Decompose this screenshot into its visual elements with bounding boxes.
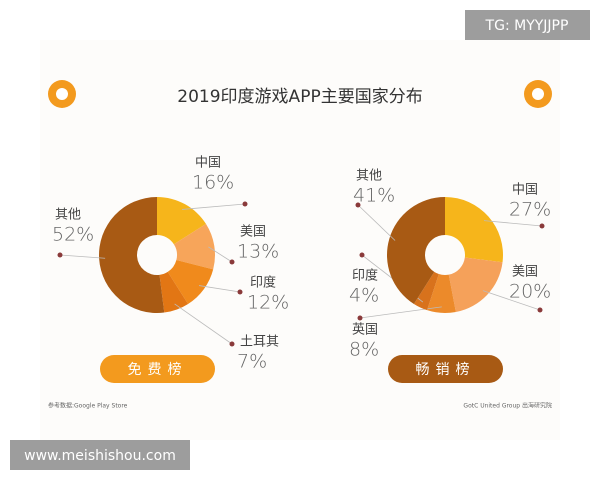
slice bbox=[445, 197, 503, 263]
title: 2019印度游戏APP主要国家分布 bbox=[177, 87, 422, 107]
leader-dot bbox=[539, 223, 545, 229]
chart-button bbox=[388, 355, 503, 383]
slice bbox=[413, 271, 439, 311]
leader-dot bbox=[237, 289, 243, 295]
category-label: 其他 bbox=[55, 208, 81, 223]
leader-line bbox=[182, 203, 246, 210]
leader-line bbox=[483, 220, 543, 227]
category-label: 其他 bbox=[356, 169, 382, 184]
logo-right-hole bbox=[532, 88, 544, 100]
category-label: 土耳其 bbox=[240, 335, 279, 350]
category-label: 中国 bbox=[512, 183, 538, 198]
watermark-top: TG: MYYJJPP bbox=[485, 18, 569, 34]
leader-line bbox=[359, 306, 442, 319]
slice bbox=[99, 197, 165, 313]
value-label: 20% bbox=[509, 281, 551, 303]
value-label: 13% bbox=[237, 241, 279, 263]
leader-dot bbox=[229, 341, 235, 347]
leader-line bbox=[357, 204, 396, 241]
chart-title: 免费榜 bbox=[128, 361, 188, 378]
leader-dot bbox=[537, 307, 543, 313]
category-label: 美国 bbox=[240, 225, 266, 240]
value-label: 41% bbox=[353, 185, 395, 207]
source-left: 参考数据:Google Play Store bbox=[48, 402, 128, 410]
leader-line bbox=[199, 285, 241, 293]
slice bbox=[159, 271, 189, 313]
leader-dot bbox=[355, 202, 361, 208]
slice bbox=[387, 197, 445, 304]
leader-dot bbox=[229, 259, 235, 265]
value-label: 52% bbox=[52, 224, 94, 246]
slice bbox=[157, 197, 206, 245]
watermark-bottom: www.meishishou.com bbox=[24, 448, 176, 464]
leader-line bbox=[208, 246, 233, 263]
leader-line bbox=[174, 303, 233, 345]
value-label: 4% bbox=[349, 285, 379, 307]
value-label: 27% bbox=[509, 199, 551, 221]
watermark-bottom-box bbox=[10, 440, 190, 470]
chart-button bbox=[100, 355, 215, 383]
slice bbox=[448, 257, 503, 312]
slice bbox=[427, 274, 456, 313]
chart-title: 畅销榜 bbox=[416, 361, 476, 378]
value-label: 8% bbox=[349, 339, 379, 361]
leader-dot bbox=[242, 201, 248, 207]
category-label: 印度 bbox=[250, 275, 276, 291]
category-label: 英国 bbox=[352, 323, 378, 338]
value-label: 7% bbox=[237, 351, 267, 373]
slice bbox=[167, 259, 214, 304]
leader-dot bbox=[357, 315, 363, 321]
source-right: GotC United Group 出海研究院 bbox=[463, 402, 552, 410]
category-label: 印度 bbox=[352, 268, 378, 284]
leader-line bbox=[482, 290, 541, 311]
category-label: 美国 bbox=[512, 265, 538, 280]
category-label: 中国 bbox=[195, 156, 221, 171]
leader-dot bbox=[359, 252, 365, 258]
value-label: 12% bbox=[247, 292, 289, 314]
watermark-top-box bbox=[465, 10, 590, 40]
value-label: 16% bbox=[192, 172, 234, 194]
leader-dot bbox=[57, 252, 63, 258]
leader-line bbox=[59, 254, 106, 259]
logo-left-hole bbox=[56, 88, 68, 100]
slice bbox=[173, 223, 216, 270]
